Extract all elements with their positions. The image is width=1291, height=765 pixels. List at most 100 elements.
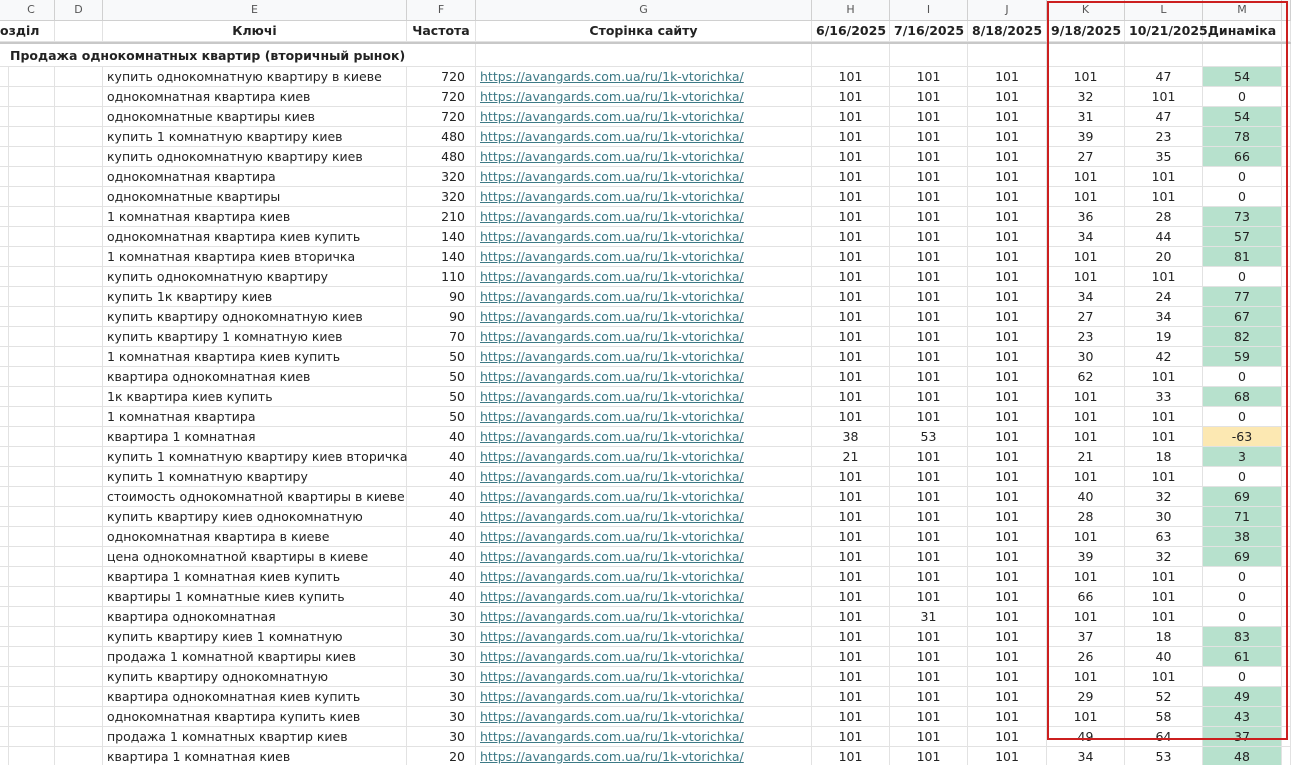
position: 53 <box>890 427 968 447</box>
frequency: 50 <box>407 407 476 427</box>
empty-cell <box>55 207 103 227</box>
page-link[interactable]: https://avangards.com.ua/ru/1k-vtorichka… <box>476 187 812 207</box>
dynamics: 38 <box>1203 527 1282 547</box>
page-link[interactable]: https://avangards.com.ua/ru/1k-vtorichka… <box>476 447 812 467</box>
position: 34 <box>1125 307 1203 327</box>
dynamics: 78 <box>1203 127 1282 147</box>
frequency: 480 <box>407 127 476 147</box>
page-link[interactable]: https://avangards.com.ua/ru/1k-vtorichka… <box>476 667 812 687</box>
position: 101 <box>890 267 968 287</box>
frequency: 50 <box>407 367 476 387</box>
keyword: купить однокомнатную квартиру в киеве <box>103 67 407 87</box>
keyword: квартира однокомнатная киев <box>103 367 407 387</box>
frequency: 30 <box>407 667 476 687</box>
page-link[interactable]: https://avangards.com.ua/ru/1k-vtorichka… <box>476 87 812 107</box>
empty-cell <box>0 127 9 147</box>
position: 31 <box>1047 107 1125 127</box>
page-link[interactable]: https://avangards.com.ua/ru/1k-vtorichka… <box>476 427 812 447</box>
position: 24 <box>1125 287 1203 307</box>
page-link[interactable]: https://avangards.com.ua/ru/1k-vtorichka… <box>476 707 812 727</box>
empty-cell <box>0 547 9 567</box>
empty-cell <box>55 727 103 747</box>
position: 101 <box>1047 187 1125 207</box>
page-link[interactable]: https://avangards.com.ua/ru/1k-vtorichka… <box>476 367 812 387</box>
position: 53 <box>1125 747 1203 765</box>
page-link[interactable]: https://avangards.com.ua/ru/1k-vtorichka… <box>476 747 812 765</box>
position: 101 <box>968 547 1047 567</box>
page-link[interactable]: https://avangards.com.ua/ru/1k-vtorichka… <box>476 147 812 167</box>
page-link[interactable]: https://avangards.com.ua/ru/1k-vtorichka… <box>476 727 812 747</box>
position: 101 <box>968 227 1047 247</box>
page-link[interactable]: https://avangards.com.ua/ru/1k-vtorichka… <box>476 607 812 627</box>
empty-cell <box>8 87 55 107</box>
page-link[interactable]: https://avangards.com.ua/ru/1k-vtorichka… <box>476 587 812 607</box>
empty-cell <box>8 647 55 667</box>
position: 101 <box>1047 527 1125 547</box>
position: 32 <box>1125 487 1203 507</box>
page-link[interactable]: https://avangards.com.ua/ru/1k-vtorichka… <box>476 267 812 287</box>
page-link[interactable]: https://avangards.com.ua/ru/1k-vtorichka… <box>476 207 812 227</box>
position: 31 <box>890 607 968 627</box>
page-link[interactable]: https://avangards.com.ua/ru/1k-vtorichka… <box>476 487 812 507</box>
page-link[interactable]: https://avangards.com.ua/ru/1k-vtorichka… <box>476 567 812 587</box>
empty-cell <box>8 347 55 367</box>
empty-cell <box>8 327 55 347</box>
position: 101 <box>968 127 1047 147</box>
position: 101 <box>812 547 890 567</box>
page-link[interactable]: https://avangards.com.ua/ru/1k-vtorichka… <box>476 167 812 187</box>
position: 101 <box>890 367 968 387</box>
keyword: 1 комнатная квартира киев <box>103 207 407 227</box>
position: 101 <box>968 307 1047 327</box>
empty-cell <box>0 307 9 327</box>
page-link[interactable]: https://avangards.com.ua/ru/1k-vtorichka… <box>476 627 812 647</box>
dynamics: 83 <box>1203 627 1282 647</box>
keyword: цена однокомнатной квартиры в киеве <box>103 547 407 567</box>
page-link[interactable]: https://avangards.com.ua/ru/1k-vtorichka… <box>476 687 812 707</box>
position: 39 <box>1047 547 1125 567</box>
group-title: Продажа однокомнатных квартир (вторичный… <box>0 44 407 67</box>
frequency: 50 <box>407 387 476 407</box>
page-link[interactable]: https://avangards.com.ua/ru/1k-vtorichka… <box>476 107 812 127</box>
page-link[interactable]: https://avangards.com.ua/ru/1k-vtorichka… <box>476 407 812 427</box>
page-link[interactable]: https://avangards.com.ua/ru/1k-vtorichka… <box>476 467 812 487</box>
position: 47 <box>1125 67 1203 87</box>
page-link[interactable]: https://avangards.com.ua/ru/1k-vtorichka… <box>476 507 812 527</box>
page-link[interactable]: https://avangards.com.ua/ru/1k-vtorichka… <box>476 127 812 147</box>
dynamics: 71 <box>1203 507 1282 527</box>
page-link[interactable]: https://avangards.com.ua/ru/1k-vtorichka… <box>476 307 812 327</box>
empty-cell <box>55 667 103 687</box>
empty-cell <box>55 547 103 567</box>
position: 32 <box>1125 547 1203 567</box>
keyword: купить 1 комнатную квартиру <box>103 467 407 487</box>
position: 19 <box>1125 327 1203 347</box>
page-link[interactable]: https://avangards.com.ua/ru/1k-vtorichka… <box>476 287 812 307</box>
empty-cell <box>0 67 9 87</box>
keyword: 1 комнатная квартира киев вторичка <box>103 247 407 267</box>
column-letter: E <box>103 0 407 21</box>
page-link[interactable]: https://avangards.com.ua/ru/1k-vtorichka… <box>476 247 812 267</box>
page-link[interactable]: https://avangards.com.ua/ru/1k-vtorichka… <box>476 67 812 87</box>
dynamics: -63 <box>1203 427 1282 447</box>
position: 101 <box>1047 607 1125 627</box>
keyword: однокомнатные квартиры <box>103 187 407 207</box>
position: 21 <box>1047 447 1125 467</box>
page-link[interactable]: https://avangards.com.ua/ru/1k-vtorichka… <box>476 547 812 567</box>
header-cell: 8/18/2025 <box>968 21 1047 42</box>
frequency: 40 <box>407 587 476 607</box>
frequency: 320 <box>407 167 476 187</box>
frequency: 140 <box>407 247 476 267</box>
page-link[interactable]: https://avangards.com.ua/ru/1k-vtorichka… <box>476 647 812 667</box>
page-link[interactable]: https://avangards.com.ua/ru/1k-vtorichka… <box>476 327 812 347</box>
page-link[interactable]: https://avangards.com.ua/ru/1k-vtorichka… <box>476 387 812 407</box>
empty-cell <box>0 567 9 587</box>
page-link[interactable]: https://avangards.com.ua/ru/1k-vtorichka… <box>476 527 812 547</box>
page-link[interactable]: https://avangards.com.ua/ru/1k-vtorichka… <box>476 347 812 367</box>
page-link[interactable]: https://avangards.com.ua/ru/1k-vtorichka… <box>476 227 812 247</box>
empty-cell <box>55 567 103 587</box>
position: 66 <box>1047 587 1125 607</box>
position: 101 <box>812 267 890 287</box>
position: 101 <box>812 107 890 127</box>
empty-cell <box>55 407 103 427</box>
column-letter: D <box>55 0 103 21</box>
dynamics: 37 <box>1203 727 1282 747</box>
